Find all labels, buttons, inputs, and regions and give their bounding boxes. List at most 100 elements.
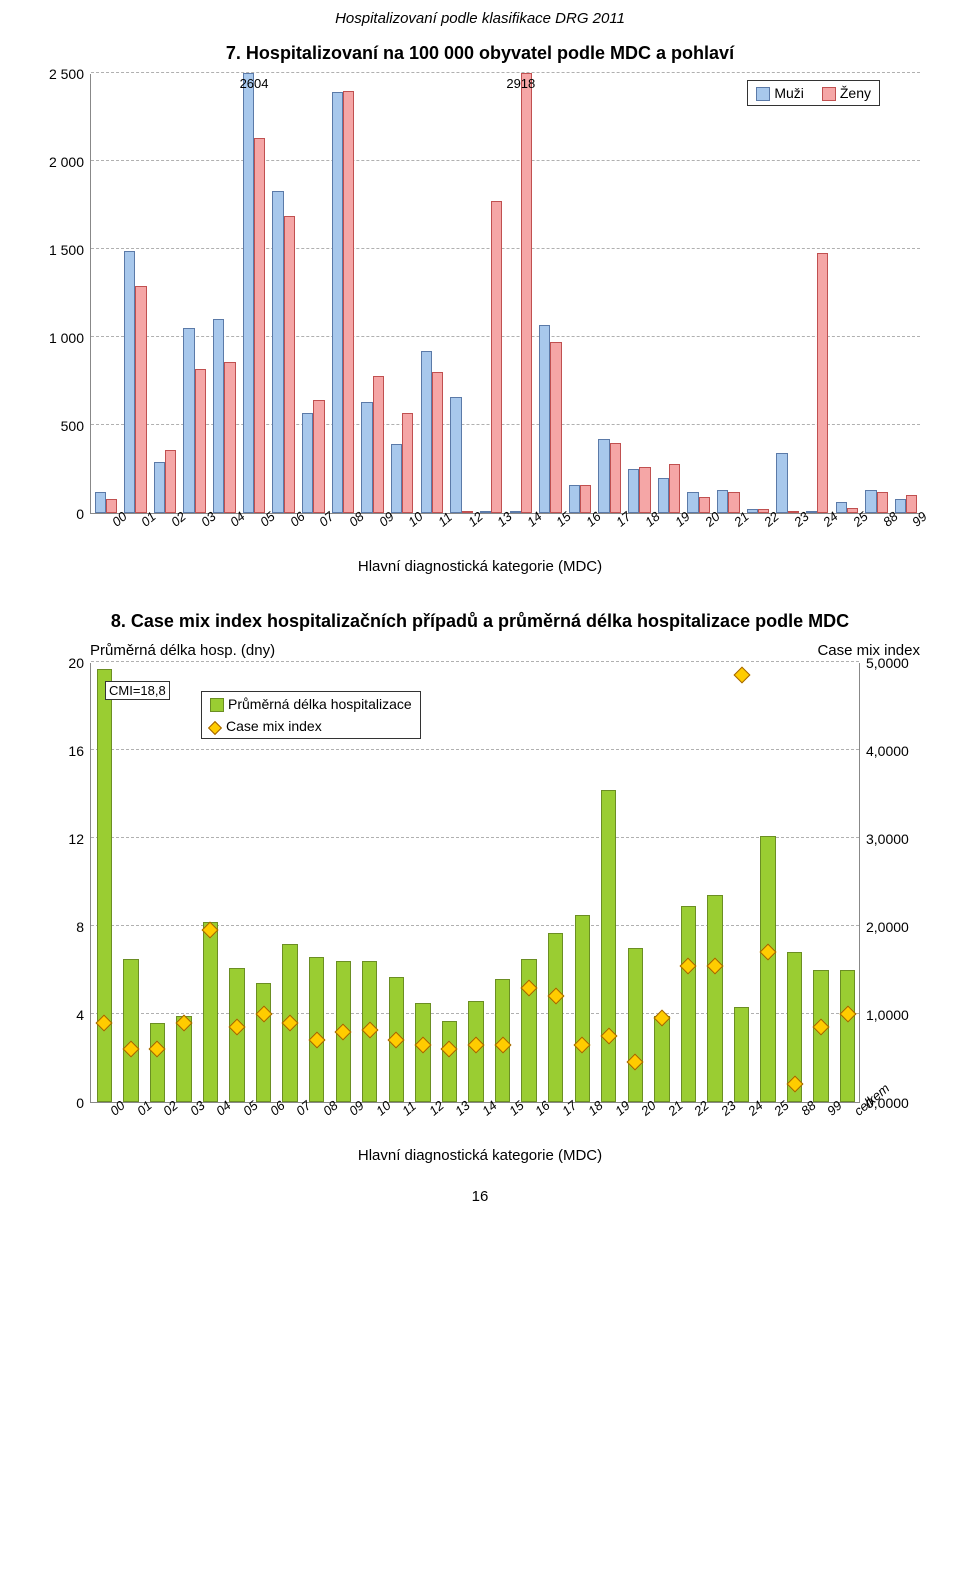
chart7-bar-men — [865, 490, 876, 513]
chart7-ytick: 2 000 — [49, 154, 84, 170]
chart8-bar — [654, 1016, 669, 1102]
chart8-yaxis-left: 048121620 — [40, 663, 88, 1103]
chart7-plot: 2604 2918 Muži Ženy — [90, 74, 920, 514]
chart7-annotation: 2918 — [506, 76, 535, 91]
chart7-bar-women — [135, 286, 146, 513]
legend-marker-icon — [208, 721, 222, 735]
chart7-bar-men — [687, 492, 698, 513]
chart7-bar-women — [432, 372, 443, 513]
chart8-ytick-right: 2,0000 — [866, 919, 909, 935]
chart7-bar-men — [95, 492, 106, 513]
chart7-bar-women — [669, 464, 680, 513]
chart8-cmi-box: CMI=18,8 — [105, 681, 170, 700]
chart7-bar-women — [817, 253, 828, 513]
chart7-bar-women — [284, 216, 295, 513]
chart8-bar — [707, 895, 722, 1102]
chart7-bar-women — [402, 413, 413, 513]
chart8-ytick-right: 1,0000 — [866, 1007, 909, 1023]
legend-swatch-bar — [210, 698, 224, 712]
chart7-bar-men — [391, 444, 402, 513]
chart7-bar-men — [717, 490, 728, 513]
chart7-bar-women — [877, 492, 888, 513]
chart7-bar-men — [183, 328, 194, 513]
chart7-bar-women — [580, 485, 591, 513]
chart7-ytick: 500 — [61, 418, 84, 434]
chart7-bar-men — [243, 73, 254, 513]
chart7-bar-women — [491, 201, 502, 513]
chart8-bar — [442, 1021, 457, 1102]
legend-label-men: Muži — [774, 85, 804, 101]
chart8-gridline — [91, 837, 859, 838]
chart8-bar — [734, 1007, 749, 1102]
chart7-xtitle: Hlavní diagnostická kategorie (MDC) — [40, 558, 920, 575]
chart8-plot: CMI=18,8Průměrná délka hospitalizaceCase… — [90, 663, 860, 1103]
chart8-left-axis-label: Průměrná délka hosp. (dny) — [90, 642, 275, 659]
chart7-bar-men — [658, 478, 669, 513]
chart8-bar — [601, 790, 616, 1102]
chart7-bar-women — [521, 73, 532, 513]
chart8-bar — [203, 922, 218, 1102]
chart8-bar — [760, 836, 775, 1102]
chart7-bar-women — [550, 342, 561, 513]
chart7-bar-women — [165, 450, 176, 513]
chart7-bar-women — [313, 400, 324, 513]
chart8-gridline — [91, 749, 859, 750]
page-header: Hospitalizovaní podle klasifikace DRG 20… — [40, 10, 920, 27]
chart7-yaxis: 05001 0001 5002 0002 500 — [40, 74, 88, 514]
chart8-bar — [123, 959, 138, 1102]
chart8-bar — [256, 983, 271, 1102]
chart8-ytick-left: 16 — [68, 743, 84, 759]
chart7-bar-men — [361, 402, 372, 513]
chart7-bar-men — [628, 469, 639, 513]
chart7-bar-men — [154, 462, 165, 513]
chart8-bar — [97, 669, 112, 1102]
chart7-bar-women — [610, 443, 621, 513]
chart7-annotation: 2604 — [240, 76, 269, 91]
chart8-ytick-right: 5,0000 — [866, 655, 909, 671]
chart8-bar — [309, 957, 324, 1102]
chart7-bar-women — [343, 91, 354, 513]
chart7-bar-men — [480, 511, 491, 513]
chart8-marker — [733, 667, 750, 684]
chart7-ytick: 2 500 — [49, 66, 84, 82]
chart7-bar-men — [836, 502, 847, 513]
chart7-xlabels: 0001020304050607080910111213141516171819… — [90, 516, 920, 554]
chart7-bar-men — [569, 485, 580, 513]
chart8-gridline — [91, 661, 859, 662]
chart7-bar-men — [421, 351, 432, 513]
chart7-bar-women — [728, 492, 739, 513]
chart7-ytick: 1 500 — [49, 242, 84, 258]
chart8-ytick-right: 4,0000 — [866, 743, 909, 759]
chart8-ytick-left: 8 — [76, 919, 84, 935]
chart8-xtitle: Hlavní diagnostická kategorie (MDC) — [40, 1147, 920, 1164]
chart8-ytick-left: 12 — [68, 831, 84, 847]
chart8-yaxis-right: 0,00001,00002,00003,00004,00005,0000 — [862, 663, 920, 1103]
chart7-bar-men — [895, 499, 906, 513]
chart7-bar-women — [224, 362, 235, 513]
chart7-ytick: 1 000 — [49, 330, 84, 346]
chart7-bar-women — [699, 497, 710, 513]
page-number: 16 — [40, 1188, 920, 1205]
chart8-ytick-left: 0 — [76, 1095, 84, 1111]
chart7-bar-men — [302, 413, 313, 513]
chart7-bar-men — [776, 453, 787, 513]
chart7-bar-women — [906, 495, 917, 513]
chart8-bar — [813, 970, 828, 1102]
chart8-ytick-right: 3,0000 — [866, 831, 909, 847]
legend-label-marker: Case mix index — [226, 718, 322, 734]
chart8-bar — [681, 906, 696, 1102]
legend-label-women: Ženy — [840, 85, 871, 101]
chart7-title: 7. Hospitalizovaní na 100 000 obyvatel p… — [40, 43, 920, 64]
legend-swatch-men — [756, 87, 770, 101]
chart7-bar-men — [539, 325, 550, 513]
chart7-bar-men — [747, 509, 758, 513]
chart7-gridline — [91, 72, 920, 73]
legend-swatch-women — [822, 87, 836, 101]
chart8: 048121620 0,00001,00002,00003,00004,0000… — [40, 663, 920, 1143]
chart7-bar-men — [332, 92, 343, 513]
chart7-bar-women — [373, 376, 384, 513]
chart8-xlabels: 0001020304050607080910111213141516171819… — [90, 1105, 860, 1143]
chart8-bar — [628, 948, 643, 1102]
chart8-axis-label-row: Průměrná délka hosp. (dny) Case mix inde… — [40, 642, 920, 661]
chart7-bar-women — [254, 138, 265, 513]
